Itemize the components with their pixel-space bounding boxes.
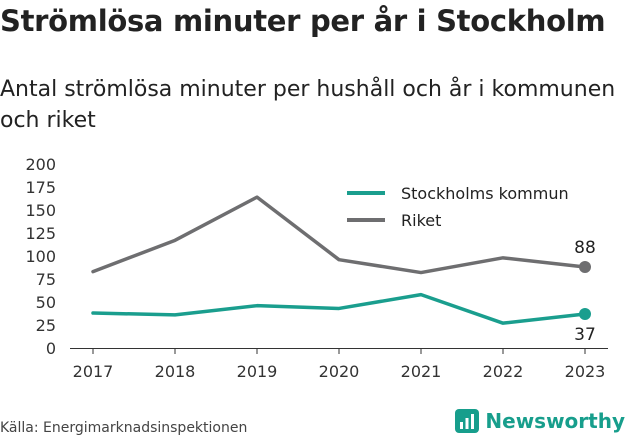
- chart-series: 88 37: [91, 195, 596, 345]
- x-tick-label: 2017: [73, 362, 114, 381]
- x-tick-label: 2021: [401, 362, 442, 381]
- source-note: Källa: Energimarknadsinspektionen: [0, 420, 248, 436]
- legend-label-0: Stockholms kommun: [401, 184, 569, 203]
- x-tick-label: 2020: [319, 362, 360, 381]
- y-tick-label: 50: [36, 293, 56, 312]
- y-tick-label: 0: [46, 339, 56, 358]
- series-line-0: [91, 292, 587, 325]
- y-tick-label: 25: [36, 316, 56, 335]
- brand-name: Newsworthy: [485, 409, 625, 433]
- newsworthy-chart-icon: [455, 409, 480, 433]
- end-value-label: 88: [574, 238, 596, 258]
- y-axis: 0 25 50 75 100 125 150 175 200: [25, 155, 56, 358]
- newsworthy-logo: Newsworthy: [455, 409, 625, 433]
- x-tick-label: 2019: [237, 362, 278, 381]
- legend-label-1: Riket: [401, 211, 441, 230]
- chart-subtitle: Antal strömlösa minuter per hushåll och …: [0, 77, 616, 133]
- x-tick-label: 2022: [483, 362, 524, 381]
- y-tick-label: 75: [36, 270, 56, 289]
- y-tick-label: 175: [25, 178, 56, 197]
- end-value-label: 37: [574, 325, 596, 345]
- chart-legend: Stockholms kommun Riket: [340, 177, 596, 233]
- chart-title: Strömlösa minuter per år i Stockholm: [0, 4, 606, 38]
- y-tick-label: 200: [25, 155, 56, 174]
- series-line-1: [91, 195, 587, 275]
- series-end-point-1: [579, 261, 591, 274]
- y-tick-label: 100: [25, 247, 56, 266]
- y-tick-label: 125: [25, 224, 56, 243]
- series-end-point-0: [579, 307, 591, 320]
- legend-background: [340, 177, 596, 233]
- x-tick-label: 2018: [155, 362, 196, 381]
- x-tick-label: 2023: [565, 362, 606, 381]
- y-tick-label: 150: [25, 201, 56, 220]
- x-axis: 2017 2018 2019 2020 2021 2022 2023: [70, 348, 608, 381]
